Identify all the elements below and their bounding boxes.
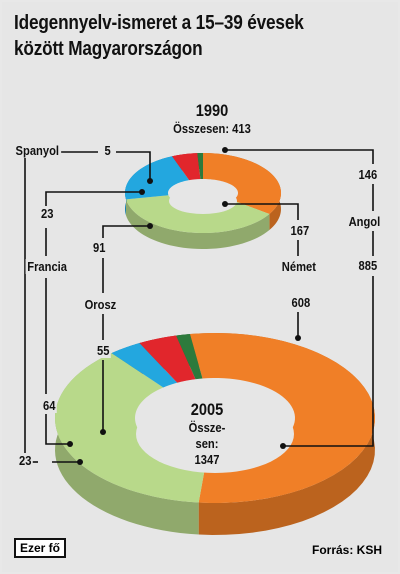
leader-spanyol-1990: [116, 151, 151, 181]
source-label: Forrás: KSH: [311, 543, 382, 557]
donut-1990-slice-angol: [203, 153, 281, 214]
total-2005-label-2: sen:: [195, 436, 219, 451]
legend-spanyol: Spanyol: [13, 143, 61, 158]
leader-spanyol-1990-dot: [147, 178, 153, 184]
donut-1990-slice-francia: [172, 153, 201, 181]
donut-2005-slice-orosz: [111, 343, 178, 388]
legend-angol: Angol: [346, 214, 382, 229]
leader-nemet-1990-dot: [222, 201, 228, 207]
leader-spanyol-2005-dot: [77, 459, 83, 465]
total-1990-label: Összesen: 413: [141, 121, 283, 136]
leader-orosz-1990: [102, 225, 150, 238]
value-1990-orosz: 91: [91, 240, 108, 255]
legend-nemet: Német: [280, 259, 318, 274]
leader-nemet-1990: [225, 203, 299, 220]
value-2005-nemet: 608: [289, 295, 312, 310]
value-2005-orosz: 55: [95, 343, 112, 358]
leader-orosz-2005-dot: [100, 429, 106, 435]
donut-1990-slice-orosz: [125, 156, 190, 200]
donut-2005-slice-francia: [139, 335, 196, 383]
donut-2005-center: [137, 382, 293, 462]
leader-angol-1990: [225, 149, 374, 164]
value-1990-angol: 146: [356, 167, 379, 182]
legend-orosz: Orosz: [82, 297, 118, 312]
value-1990-nemet: 167: [288, 223, 311, 238]
leader-francia-2005-dot: [67, 441, 73, 447]
donut-1990-hole: [169, 188, 237, 214]
value-2005-spanyol: 23: [17, 453, 34, 468]
leader-orosz-1990-dot: [147, 223, 153, 229]
title-line-1: Idegennyelv-ismeret a 15–39 évesek: [14, 12, 304, 34]
legend-francia: Francia: [25, 259, 69, 274]
leader-francia-1990-dot: [139, 189, 145, 195]
donut-1990-slice-spanyol: [197, 153, 203, 180]
leader-angol-1990-dot: [222, 147, 228, 153]
donut-2005-wall-német: [55, 353, 199, 535]
total-2005-label-1: Össze-: [188, 420, 226, 435]
unit-label: Ezer fő: [14, 538, 67, 558]
value-2005-angol: 885: [356, 258, 379, 273]
total-2005-value: 1347: [194, 452, 220, 467]
leader-angol-2005: [283, 276, 374, 447]
leader-francia-2005: [45, 414, 70, 445]
value-1990-francia: 23: [39, 206, 56, 221]
year-1990-label: 1990: [184, 101, 240, 121]
donut-2005-slice-spanyol: [176, 334, 203, 380]
value-1990-spanyol: 5: [102, 143, 113, 158]
chart-title: Idegennyelv-ismeret a 15–39 évesek közöt…: [14, 10, 341, 62]
title-line-2: között Magyarországon: [14, 38, 203, 60]
donut-1990-wall-német: [126, 199, 270, 249]
value-2005-francia: 64: [41, 398, 58, 413]
leader-angol-2005-dot: [280, 443, 286, 449]
year-2005-label: 2005: [190, 400, 224, 419]
leader-nemet-2005-dot: [295, 335, 301, 341]
